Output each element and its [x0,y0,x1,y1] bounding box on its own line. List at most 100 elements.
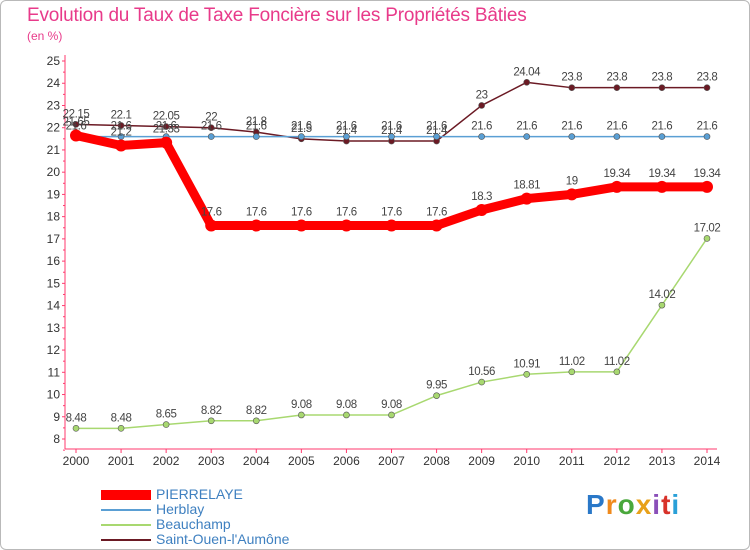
data-point [207,133,215,140]
y-tick-label: 20 [47,165,61,179]
data-label: 19 [566,175,578,187]
data-point [298,411,305,419]
data-point [613,133,621,140]
y-tick-label: 13 [47,321,61,335]
x-tick-label: 2007 [378,454,405,468]
data-point [250,219,263,232]
logo-letter: r [605,489,618,520]
data-label: 23.8 [561,72,582,84]
logo-letter: x [635,489,653,520]
data-point [117,425,125,432]
data-point [207,417,215,425]
data-point [478,102,485,109]
data-point [70,129,82,142]
data-point [388,411,395,419]
data-point [478,133,485,140]
data-point [520,192,533,205]
x-tick-label: 2014 [694,454,721,468]
legend-swatch [101,490,151,500]
data-label: 21.5 [291,123,312,135]
y-tick-label: 22 [47,121,61,135]
data-label: 21.6 [471,121,492,133]
data-label: 9.08 [381,399,402,411]
legend-label: Beauchamp [156,516,231,532]
x-tick-label: 2011 [559,454,585,468]
data-point [655,180,668,193]
y-tick-label: 23 [47,98,61,112]
data-point [613,368,621,376]
data-label: 21.6 [201,121,222,133]
data-point [475,203,488,216]
data-point [658,301,666,309]
data-label: 19.34 [649,168,677,180]
x-tick-label: 2001 [108,454,135,468]
data-point [658,84,666,91]
data-label: 21.6 [156,121,177,133]
data-label: 9.08 [336,399,357,411]
data-point [72,121,80,128]
legend-swatch [101,539,151,541]
logo-letter: t [661,489,672,520]
data-label: 21.4 [336,125,358,137]
data-label: 17.6 [291,207,312,219]
y-tick-label: 21 [47,143,61,157]
logo-letter: o [617,489,636,520]
data-label: 8.48 [111,412,132,424]
data-label: 21.6 [291,121,312,133]
y-tick-label: 10 [47,388,61,402]
data-label: 22 [205,112,217,124]
data-label: 21.65 [63,116,90,128]
data-label: 21.6 [697,121,718,133]
data-point [523,79,531,86]
x-tick-label: 2012 [604,454,631,468]
y-tick-label: 11 [48,365,61,379]
data-label: 21.6 [381,121,402,133]
data-label: 21.6 [652,121,673,133]
data-point [115,139,128,152]
data-label: 23 [476,89,488,101]
x-tick-label: 2004 [243,454,270,468]
data-label: 21.6 [606,121,627,133]
x-tick-label: 2006 [333,454,360,468]
legend-swatch [101,524,151,526]
data-point [703,133,711,140]
data-label: 21.8 [246,116,267,128]
data-point [298,133,305,140]
data-point [72,425,80,432]
data-point [523,370,531,378]
data-label: 21.6 [336,121,357,133]
data-label: 17.6 [336,207,357,219]
y-tick-label: 15 [47,276,61,290]
data-label: 17.02 [694,222,721,234]
y-tick-label: 12 [47,343,61,357]
data-point [162,123,170,130]
data-label: 21.4 [381,125,403,137]
y-tick-label: 8 [53,432,60,446]
data-label: 22.05 [153,111,180,123]
legend-label: Saint-Ouen-l'Aumône [156,531,290,547]
x-tick-label: 2009 [468,454,495,468]
data-label: 19.34 [603,168,631,180]
data-label: 21.4 [426,125,448,137]
data-point [207,124,215,132]
data-point [430,219,443,232]
data-label: 19.34 [694,168,722,180]
data-label: 8.65 [156,409,177,421]
data-point [117,122,125,129]
y-tick-label: 16 [47,254,61,268]
data-label: 21.6 [426,121,447,133]
proxiti-logo: Proxiti [586,489,680,521]
data-point [295,219,308,232]
data-point [343,411,350,419]
x-tick-label: 2005 [288,454,315,468]
x-tick-label: 2000 [63,454,90,468]
data-point [478,378,485,386]
data-label: 11.02 [559,356,585,368]
data-label: 21.33 [153,124,180,136]
y-tick-label: 18 [47,210,61,224]
data-point [568,84,576,91]
data-label: 24.04 [513,66,541,78]
data-label: 8.48 [66,412,87,424]
